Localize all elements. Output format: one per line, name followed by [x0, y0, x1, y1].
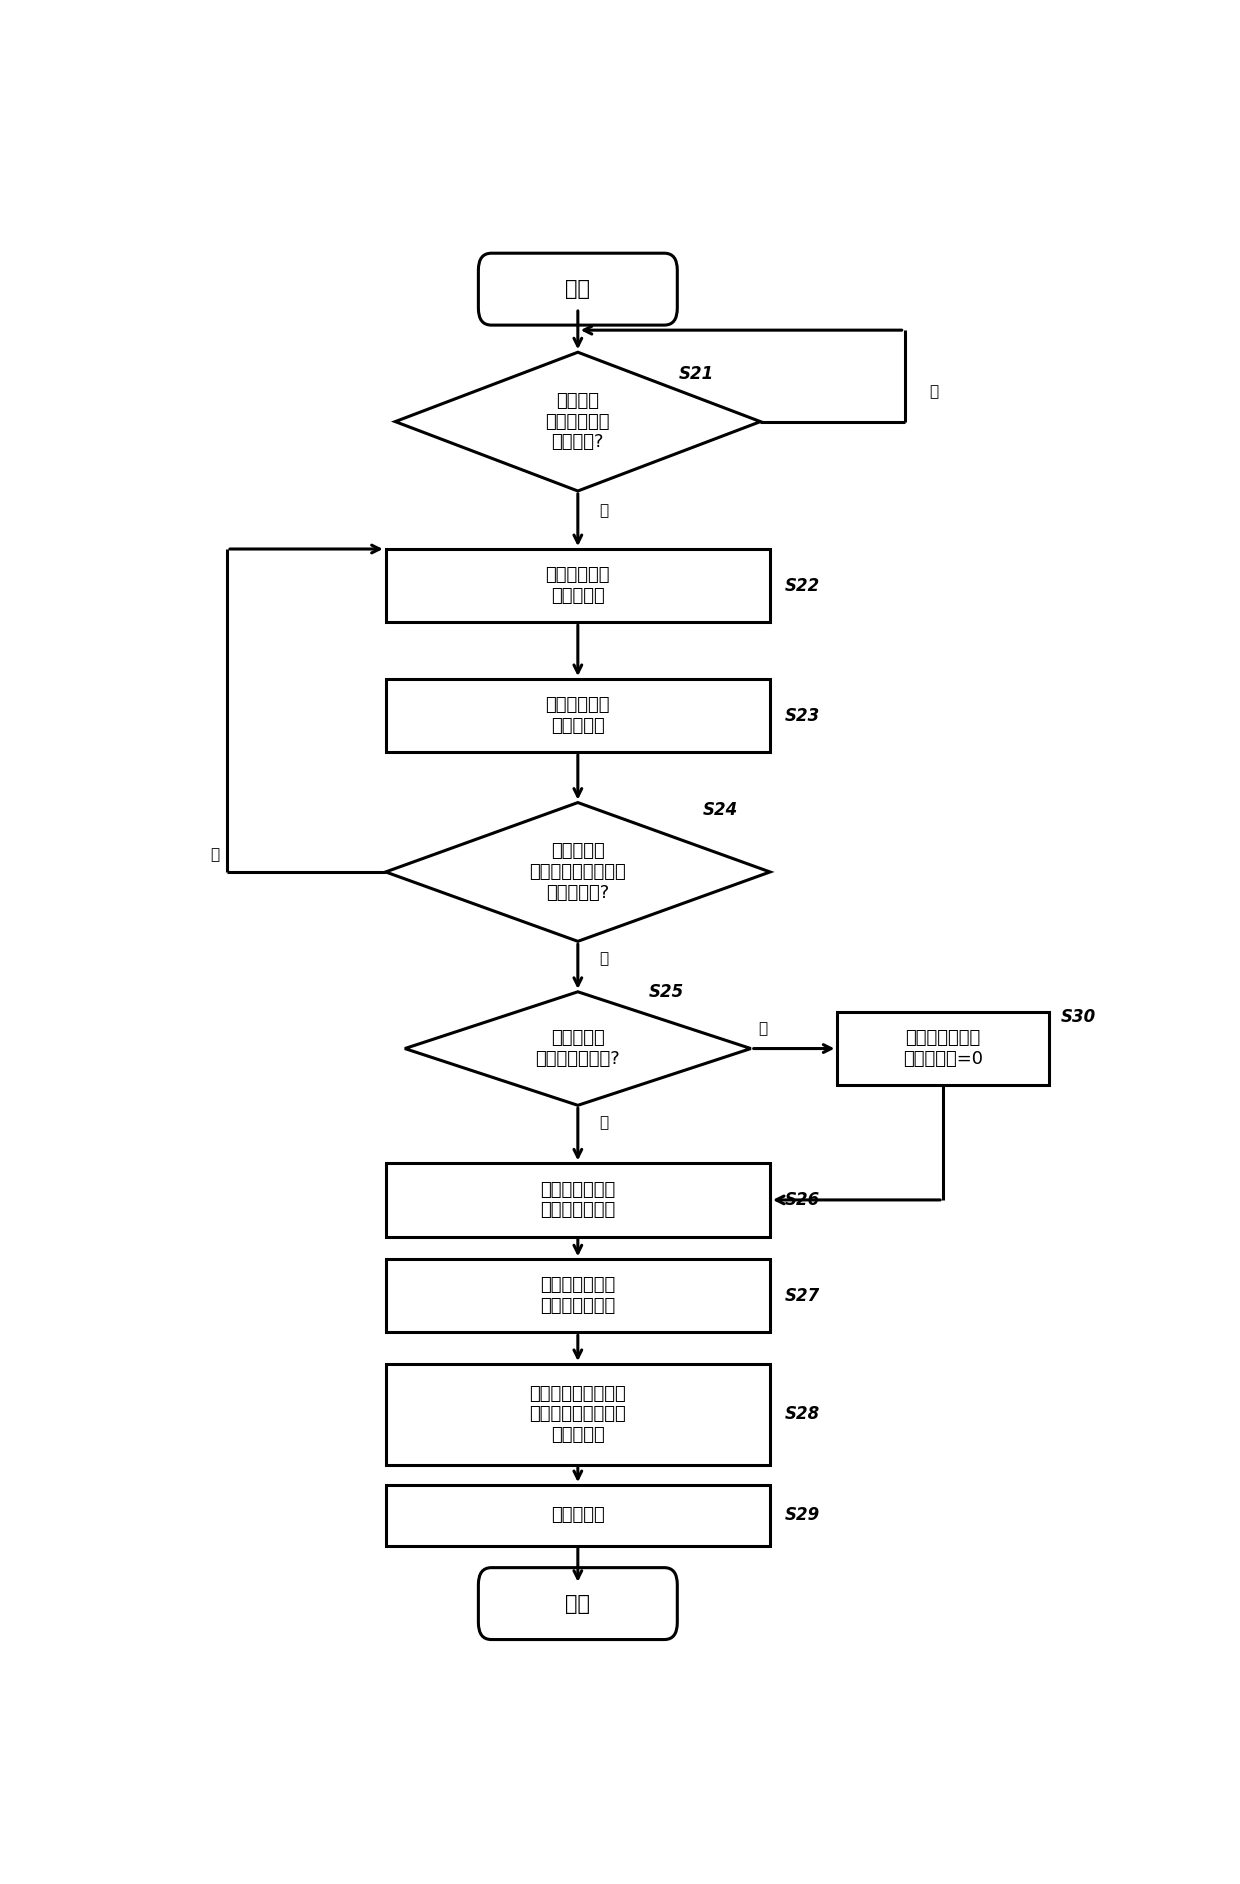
Bar — [837, 1012, 1049, 1085]
Bar — [386, 1259, 770, 1332]
Bar — [386, 1162, 770, 1236]
Text: S23: S23 — [785, 706, 820, 725]
Bar — [386, 678, 770, 752]
Text: 吸入空气
量可校正条件
得到满足?: 吸入空气 量可校正条件 得到满足? — [546, 392, 610, 452]
Text: 偏差是由于
制动操作引起的?: 偏差是由于 制动操作引起的? — [536, 1029, 620, 1068]
Text: 计算进气歧管的
校正后的压力值: 计算进气歧管的 校正后的压力值 — [541, 1181, 615, 1219]
FancyBboxPatch shape — [479, 252, 677, 326]
Polygon shape — [404, 991, 751, 1106]
Text: 实际测量的
压力与模型压力之间
出现了偏差?: 实际测量的 压力与模型压力之间 出现了偏差? — [529, 842, 626, 902]
Bar — [386, 1485, 770, 1545]
Text: 测量进气歧管
的实际压力: 测量进气歧管 的实际压力 — [546, 567, 610, 605]
Text: 对进气歧管的模
型压力进行校正: 对进气歧管的模 型压力进行校正 — [541, 1275, 615, 1315]
Text: 控制空燃比: 控制空燃比 — [551, 1507, 605, 1524]
Text: 结束: 结束 — [565, 1594, 590, 1613]
Text: S30: S30 — [1060, 1008, 1095, 1027]
Text: S21: S21 — [680, 365, 714, 384]
Text: 否: 否 — [759, 1021, 768, 1036]
Text: S27: S27 — [785, 1287, 820, 1306]
Text: 是: 是 — [599, 503, 608, 518]
Text: 开始: 开始 — [565, 279, 590, 300]
Text: S25: S25 — [649, 983, 684, 1000]
Text: S29: S29 — [785, 1507, 820, 1524]
Polygon shape — [396, 352, 760, 492]
Text: 否: 否 — [929, 384, 937, 399]
Polygon shape — [386, 803, 770, 942]
Text: 否: 否 — [211, 846, 219, 861]
Bar — [386, 548, 770, 622]
Text: S24: S24 — [703, 801, 738, 820]
Text: 是: 是 — [599, 951, 608, 966]
Text: 通过利用进气歧管的
模型压力来计算汽缸
吸入空气量: 通过利用进气歧管的 模型压力来计算汽缸 吸入空气量 — [529, 1385, 626, 1445]
Text: 进气歧管的校正
后的压力值=0: 进气歧管的校正 后的压力值=0 — [903, 1029, 983, 1068]
Text: S22: S22 — [785, 577, 820, 595]
Text: S28: S28 — [785, 1405, 820, 1424]
FancyBboxPatch shape — [479, 1567, 677, 1639]
Text: 计算进气歧管
的模型压力: 计算进气歧管 的模型压力 — [546, 695, 610, 735]
Text: S26: S26 — [785, 1191, 820, 1210]
Bar — [386, 1364, 770, 1466]
Text: 是: 是 — [599, 1115, 608, 1130]
